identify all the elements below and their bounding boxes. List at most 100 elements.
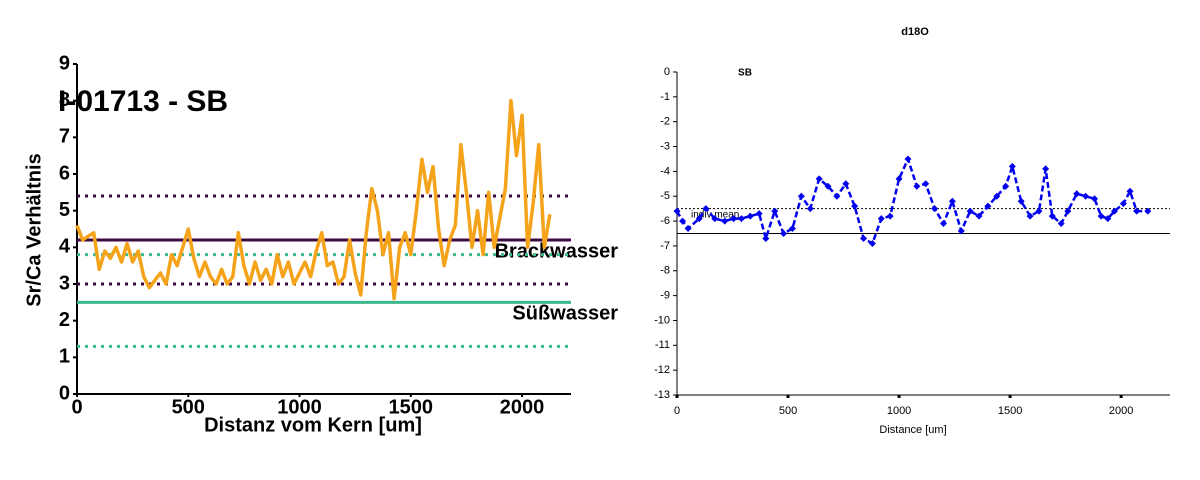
data-point: [860, 234, 868, 242]
data-point: [1110, 207, 1118, 215]
y-tick-label: 5: [59, 199, 70, 221]
y-tick-label: -6: [660, 215, 670, 227]
y-tick-label: -3: [660, 140, 670, 152]
data-point: [788, 225, 796, 233]
y-tick-label: -10: [654, 314, 670, 326]
data-point: [1064, 207, 1072, 215]
x-tick-label: 500: [172, 396, 205, 418]
data-point: [824, 182, 832, 190]
data-point: [1082, 192, 1090, 200]
data-point: [755, 210, 763, 218]
data-point: [1090, 195, 1098, 203]
x-tick-label: 500: [779, 405, 797, 417]
y-tick-label: 0: [664, 66, 670, 78]
y-axis-label: Sr/Ca Verhältnis: [23, 153, 45, 306]
data-point: [1073, 190, 1081, 198]
data-point: [1035, 207, 1043, 215]
data-point: [851, 202, 859, 210]
data-point: [684, 225, 692, 233]
reference-label: indiv mean: [691, 209, 739, 220]
data-point: [730, 215, 738, 223]
data-point: [771, 207, 779, 215]
y-tick-label: 9: [59, 52, 70, 74]
chart-title: I-01713 - SB: [58, 85, 228, 118]
data-point: [737, 215, 745, 223]
y-tick-label: 4: [59, 236, 71, 258]
data-point: [886, 212, 894, 220]
data-point: [711, 215, 719, 223]
x-tick-label: 1000: [887, 405, 911, 417]
data-point: [975, 212, 983, 220]
data-point: [1017, 197, 1025, 205]
y-tick-label: 1: [59, 346, 70, 368]
data-point: [1026, 212, 1034, 220]
x-axis-label: Distanz vom Kern [um]: [204, 414, 422, 436]
chart-title: d18O: [901, 26, 929, 38]
data-point: [679, 217, 687, 225]
x-tick-label: 1500: [998, 405, 1022, 417]
y-tick-label: 3: [59, 272, 70, 294]
data-point: [762, 234, 770, 242]
data-point: [1104, 215, 1112, 223]
data-point: [1119, 200, 1127, 208]
x-tick-label: 1000: [277, 396, 322, 418]
data-point: [1144, 207, 1152, 215]
data-point: [1097, 212, 1105, 220]
y-tick-label: -8: [660, 265, 670, 277]
x-tick-label: 2000: [500, 396, 545, 418]
data-point: [1008, 162, 1016, 170]
y-tick-label: -11: [655, 339, 670, 351]
data-point: [702, 205, 710, 213]
y-tick-label: -9: [660, 290, 670, 302]
data-point: [868, 239, 876, 247]
y-tick-label: -5: [660, 190, 670, 202]
data-point: [1126, 187, 1134, 195]
data-point: [957, 227, 965, 235]
x-axis-label: Distance [um]: [879, 424, 946, 436]
y-tick-label: 2: [59, 309, 70, 331]
data-point: [721, 217, 729, 225]
data-point: [1002, 182, 1010, 190]
data-point: [695, 215, 703, 223]
data-point: [913, 182, 921, 190]
x-tick-label: 1500: [389, 396, 434, 418]
data-point: [833, 192, 841, 200]
y-tick-label: -4: [660, 165, 670, 177]
data-point: [931, 205, 939, 213]
y-tick-label: 8: [59, 89, 70, 111]
data-point: [746, 212, 754, 220]
data-point: [815, 175, 823, 183]
data-point: [1133, 207, 1141, 215]
data-point: [895, 175, 903, 183]
y-tick-label: 0: [59, 382, 70, 404]
chart-subtitle: SB: [738, 68, 752, 79]
y-tick-label: -13: [654, 389, 670, 401]
y-tick-label: -1: [660, 91, 670, 103]
data-point: [1057, 220, 1065, 228]
x-tick-label: 0: [674, 405, 680, 417]
y-tick-label: 6: [59, 162, 70, 184]
data-point: [993, 192, 1001, 200]
data-point: [948, 197, 956, 205]
data-point: [1048, 212, 1056, 220]
data-point: [673, 207, 681, 215]
data-point: [780, 230, 788, 237]
data-line: [75, 98, 552, 301]
data-point: [939, 220, 947, 228]
reference-label: Süßwasser: [512, 303, 618, 325]
data-point: [984, 202, 992, 210]
y-tick-label: 7: [59, 126, 70, 148]
y-tick-label: -12: [654, 364, 670, 376]
data-point: [797, 192, 805, 200]
data-point: [1042, 165, 1050, 173]
x-tick-label: 2000: [1109, 405, 1133, 417]
data-point: [877, 215, 885, 223]
y-tick-label: -2: [660, 116, 670, 128]
data-point: [904, 155, 912, 163]
data-point: [966, 207, 974, 215]
y-tick-label: -7: [660, 240, 670, 252]
x-tick-label: 0: [71, 396, 82, 418]
data-point: [806, 205, 814, 213]
reference-label: Brackwasser: [495, 240, 619, 262]
